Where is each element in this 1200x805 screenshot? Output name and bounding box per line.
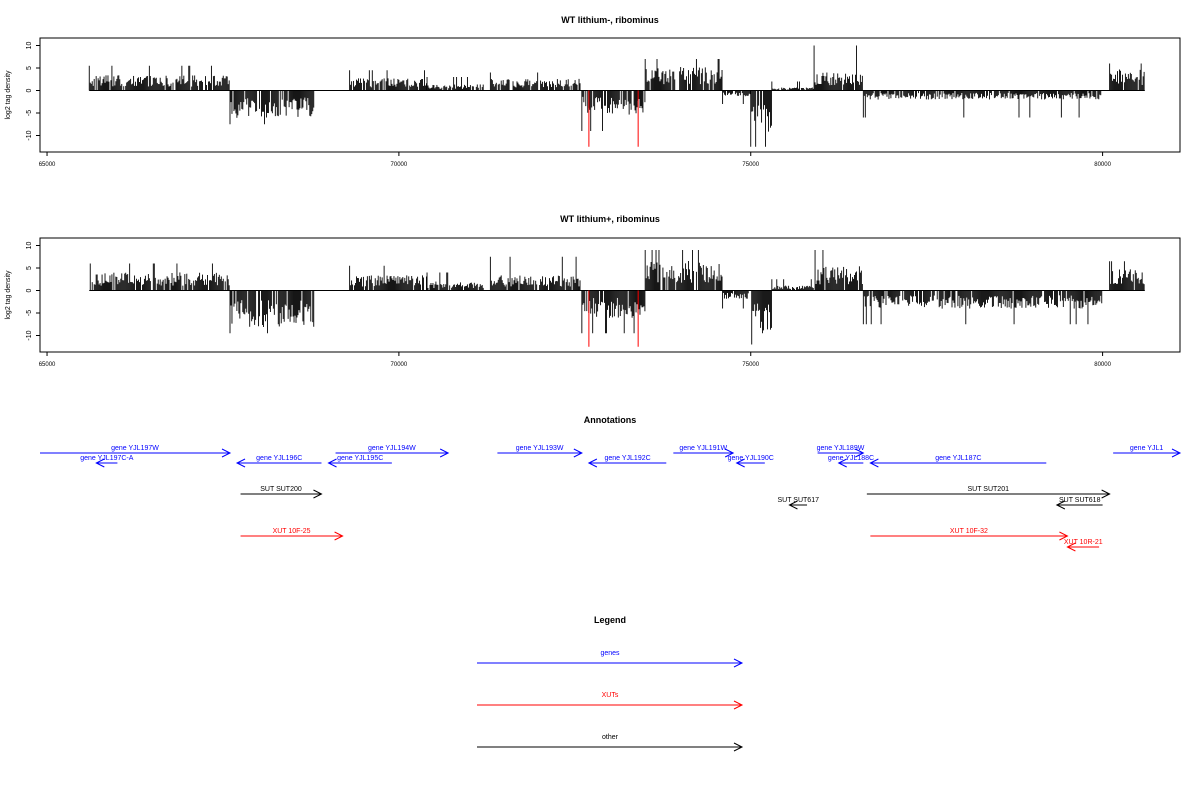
feature-label: gene YJL189W	[817, 445, 865, 452]
y-tick-label: 10	[26, 42, 33, 50]
legend-item-other: other	[477, 734, 744, 752]
track-lithium-minus-ylabel: log2 tag density	[5, 70, 12, 120]
y-tick-label: -10	[26, 330, 33, 340]
x-tick-label: 70000	[391, 162, 408, 168]
track-lithium-plus-title: WT lithium+, ribominus	[560, 214, 660, 224]
feature-label: SUT SUT618	[1059, 497, 1101, 504]
feature-label: gene YJL190C	[728, 455, 774, 462]
legend-label: genes	[600, 650, 620, 657]
xut-feature: XUT 10F-32	[870, 528, 1069, 541]
gene-feature: gene YJL195C	[327, 455, 392, 468]
feature-label: gene YJL196C	[256, 455, 302, 462]
feature-label: gene YJL197W	[111, 445, 159, 452]
gene-feature: gene YJL1	[1113, 445, 1182, 458]
legend-label: XUTs	[602, 692, 619, 699]
feature-label: gene YJL191W	[679, 445, 727, 452]
xut-feature: XUT 10R-21	[1064, 539, 1103, 552]
legend-item-gene: genes	[477, 650, 744, 668]
legend: genes XUTs other	[477, 650, 744, 752]
other-feature: SUT SUT618	[1055, 497, 1103, 510]
x-tick-label: 65000	[39, 362, 56, 368]
x-tick-label: 75000	[742, 362, 759, 368]
gene-feature: gene YJL190C	[728, 455, 774, 468]
feature-label: XUT 10F-32	[950, 528, 988, 535]
x-tick-label: 70000	[391, 362, 408, 368]
gene-feature: gene YJL196C	[235, 455, 322, 468]
annotations-title: Annotations	[584, 415, 637, 425]
track-lithium-plus: WT lithium+, ribominus log2 tag density …	[5, 214, 1181, 368]
feature-label: gene YJL187C	[935, 455, 981, 462]
y-tick-label: -5	[26, 110, 33, 116]
track-lithium-minus-frame	[39, 37, 1181, 153]
gene-feature: gene YJL197W	[40, 445, 232, 458]
feature-label: gene YJL188C	[828, 455, 874, 462]
x-tick-label: 65000	[39, 162, 56, 168]
other-feature: SUT SUT201	[866, 486, 1111, 499]
gene-feature: gene YJL188C	[828, 455, 874, 468]
track-lithium-minus-axes: 65000 70000 75000 80000 -10 -5 0 5 10	[26, 42, 1112, 168]
track-lithium-plus-axes: 65000 70000 75000 80000 -10 -5 0 5 10	[26, 242, 1112, 368]
feature-label: XUT 10F-25	[273, 528, 311, 535]
track-lithium-minus: WT lithium-, ribominus log2 tag density …	[5, 15, 1181, 168]
y-tick-label: 0	[26, 88, 33, 92]
gene-feature: gene YJL194W	[335, 445, 450, 458]
feature-label: gene YJL197C-A	[80, 455, 134, 462]
feature-label: XUT 10R-21	[1064, 539, 1103, 546]
track-lithium-minus-title: WT lithium-, ribominus	[561, 15, 659, 25]
legend-item-xut: XUTs	[477, 692, 744, 710]
gene-feature: gene YJL187C	[869, 455, 1047, 468]
y-tick-label: 5	[26, 66, 33, 70]
x-tick-label: 80000	[1094, 362, 1111, 368]
x-tick-label: 75000	[742, 162, 759, 168]
feature-label: gene YJL195C	[337, 455, 383, 462]
annotation-track: gene YJL197W gene YJL197C-A gene YJL196C ge…	[40, 445, 1182, 552]
gene-feature: gene YJL192C	[587, 455, 667, 468]
feature-label: SUT SUT200	[260, 486, 302, 493]
track-lithium-plus-frame	[39, 237, 1181, 353]
gene-feature: gene YJL191W	[673, 445, 735, 458]
gene-feature: gene YJL189W	[817, 445, 865, 458]
feature-label: gene YJL1	[1130, 445, 1163, 452]
feature-label: SUT SUT201	[967, 486, 1009, 493]
feature-label: gene YJL194W	[368, 445, 416, 452]
xut-feature: XUT 10F-25	[240, 528, 344, 541]
y-tick-label: 5	[26, 266, 33, 270]
track-lithium-minus-highlights	[588, 90, 639, 147]
other-feature: SUT SUT200	[240, 486, 323, 499]
y-tick-label: 10	[26, 242, 33, 250]
other-feature: SUT SUT617	[777, 497, 819, 510]
x-tick-label: 80000	[1094, 162, 1111, 168]
feature-label: gene YJL193W	[516, 445, 564, 452]
gene-feature: gene YJL197C-A	[80, 455, 134, 468]
legend-label: other	[602, 734, 619, 741]
y-tick-label: -5	[26, 310, 33, 316]
track-lithium-minus-bars	[88, 45, 1145, 147]
gene-feature: gene YJL193W	[497, 445, 583, 458]
y-tick-label: -10	[26, 130, 33, 140]
feature-label: SUT SUT617	[777, 497, 819, 504]
track-lithium-plus-highlights	[588, 290, 639, 347]
track-lithium-plus-ylabel: log2 tag density	[5, 270, 12, 320]
track-lithium-plus-bars	[89, 250, 1145, 345]
feature-label: gene YJL192C	[604, 455, 650, 462]
legend-title: Legend	[594, 615, 626, 625]
y-tick-label: 0	[26, 288, 33, 292]
